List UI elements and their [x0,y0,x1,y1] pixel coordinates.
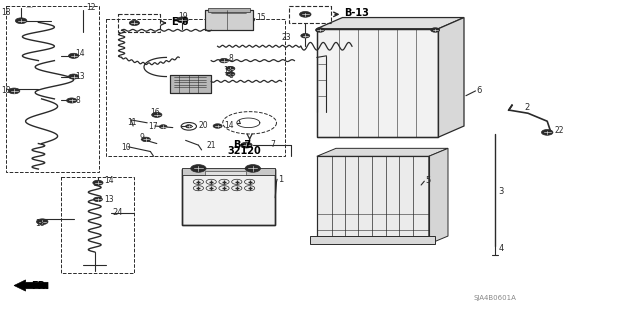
Bar [170,75,211,93]
Text: 5: 5 [426,176,431,185]
Bar [310,236,435,244]
Text: 7: 7 [271,140,276,149]
Circle shape [177,17,188,23]
Text: 15: 15 [256,13,266,22]
Text: 1: 1 [278,175,284,184]
FancyArrow shape [14,280,48,291]
Circle shape [300,11,311,17]
Text: 2: 2 [525,103,530,112]
Circle shape [301,33,310,38]
Circle shape [93,180,103,185]
Circle shape [141,137,150,142]
Circle shape [191,165,206,172]
Circle shape [316,28,324,32]
Bar [317,156,429,242]
Circle shape [129,20,140,26]
Bar [170,75,211,93]
Polygon shape [317,148,448,156]
Text: 19: 19 [178,12,188,21]
Polygon shape [429,148,448,244]
Circle shape [241,142,252,148]
Bar [289,6,331,23]
Text: 10: 10 [122,143,131,152]
Text: 13: 13 [104,195,114,204]
Text: 20: 20 [198,121,208,130]
Text: 18: 18 [1,86,11,95]
Circle shape [220,58,228,63]
Text: E-6: E-6 [172,17,189,27]
Text: 9: 9 [140,133,145,142]
Bar [182,169,275,225]
Bar [118,14,160,32]
Bar [182,169,275,225]
Text: 21: 21 [206,141,216,150]
Text: 12: 12 [86,4,96,12]
Bar [205,171,246,175]
Text: 23: 23 [282,33,291,42]
Circle shape [36,219,48,225]
Circle shape [68,53,79,58]
Text: 24: 24 [112,208,122,217]
Bar [317,29,438,137]
Circle shape [159,125,167,129]
Bar [182,168,275,175]
Text: B-7: B-7 [234,140,252,150]
Circle shape [15,18,27,24]
Text: SJA4B0601A: SJA4B0601A [474,295,516,301]
Bar [106,19,285,156]
Circle shape [541,130,553,135]
Bar [61,177,134,273]
Text: 13: 13 [76,72,85,81]
Text: FR.: FR. [31,280,49,291]
Text: 16: 16 [150,108,160,117]
Text: 8: 8 [228,71,233,80]
Circle shape [226,66,235,71]
Circle shape [152,112,162,117]
Circle shape [68,74,79,79]
Text: 8: 8 [76,96,80,105]
Text: 14: 14 [224,121,234,130]
Circle shape [431,28,440,32]
Bar [317,29,438,137]
Text: 32120: 32120 [227,145,261,156]
Text: 14: 14 [104,176,114,185]
Bar [6,6,99,172]
Text: B-13: B-13 [344,8,369,18]
Text: 22: 22 [555,126,564,135]
Circle shape [213,124,222,128]
Circle shape [245,165,260,172]
Text: 18: 18 [1,8,11,17]
Text: 4: 4 [499,244,504,253]
Text: 14: 14 [76,49,85,58]
Circle shape [93,197,102,202]
Text: 3: 3 [499,187,504,196]
Text: 18: 18 [35,219,45,228]
Bar [208,8,250,12]
Bar [317,156,429,242]
Circle shape [186,125,192,128]
Text: —: — [26,4,33,10]
Text: 13: 13 [223,66,232,75]
Circle shape [226,72,235,76]
Text: 11: 11 [127,118,136,127]
Text: 6: 6 [477,86,482,95]
Text: 17: 17 [148,122,158,131]
Bar [205,10,253,30]
Bar [205,10,253,30]
Text: 8: 8 [228,54,233,63]
Polygon shape [438,18,464,137]
Circle shape [8,88,20,94]
Circle shape [67,98,77,103]
Polygon shape [317,18,464,29]
